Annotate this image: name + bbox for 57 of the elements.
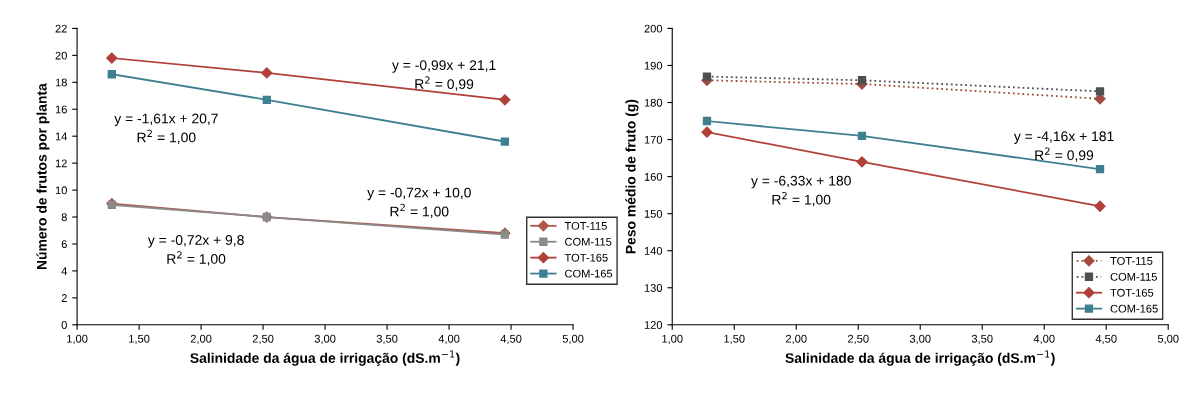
x-tick-label: 3,50 [376,334,398,344]
legend-label: COM-165 [565,269,613,278]
legend-label: TOT-115 [564,221,607,230]
y-tick-label: 200 [644,24,663,33]
x-tick-label: 2,50 [252,334,274,344]
x-tick-label: 3,00 [314,334,336,344]
x-tick-label: 2,00 [785,334,807,344]
y-tick-label: 2 [61,294,67,302]
y-tick-label: 20 [55,51,67,60]
legend-label: COM-115 [1110,272,1157,281]
annotation: y = -0,72x + 9,8 R$^{2}$ = 1,00 [147,235,244,266]
x-tick-label: 1,00 [67,334,88,344]
y-tick-label: 10 [55,186,67,195]
x-axis-title: Salinidade da água de irrigação (dS.m$^{−1}$) [785,350,1055,366]
y-tick-label: 4 [61,267,68,275]
y-tick-label: 150 [644,209,663,218]
y-tick-label: 0 [61,321,67,329]
x-tick-label: 4,00 [438,334,460,344]
y-tick-label: 14 [55,132,68,141]
x-tick-label: 4,50 [1095,334,1117,344]
x-tick-label: 1,50 [724,334,745,344]
legend-label: COM-165 [1110,304,1158,313]
y-tick-label: 22 [55,24,67,33]
annotation: y = -0,72x + 10,0 R$^{2}$ = 1,00 [367,187,471,219]
y-tick-label: 130 [644,284,663,292]
x-axis-title: Salinidade da água de irrigação (dS.m$^{−1}$) [190,350,460,366]
legend-label: TOT-165 [564,253,608,262]
y-tick-label: 12 [55,159,67,168]
x-tick-label: 1,50 [129,334,150,344]
y-tick-label: 190 [644,61,663,70]
y-axis-title: Peso médio de fruto (g) [625,99,639,254]
x-tick-label: 1,00 [662,334,683,344]
y-axis-title: Número de frutos por planta [36,83,50,270]
y-tick-label: 180 [644,98,663,107]
annotation: y = -4,16x + 181 R$^{2}$ = 0,99 [1013,131,1114,162]
y-tick-label: 6 [61,240,67,249]
y-tick-label: 160 [644,172,663,181]
x-tick-label: 3,50 [971,334,993,344]
x-tick-label: 2,50 [847,334,869,344]
x-tick-label: 4,00 [1033,334,1055,344]
x-tick-label: 5,00 [562,334,584,344]
legend-label: TOT-115 [1110,257,1153,265]
y-tick-label: 8 [61,213,67,222]
annotation: y = -1,61x + 20,7 R$^{2}$ = 1,00 [114,113,218,144]
x-tick-label: 5,00 [1157,334,1179,344]
y-tick-label: 16 [55,105,67,114]
x-tick-label: 3,00 [909,334,931,344]
legend-label: COM-115 [565,237,612,246]
x-tick-label: 4,50 [500,334,522,344]
y-tick-label: 140 [644,246,663,255]
y-tick-label: 18 [55,78,67,87]
annotation: y = -0,99x + 21,1 R$^{2}$ = 0,99 [392,60,496,91]
x-tick-label: 2,00 [190,334,212,344]
y-tick-label: 170 [644,135,663,144]
annotation: y = -6,33x + 180 R$^{2}$ = 1,00 [751,175,851,207]
y-tick-label: 120 [644,321,663,329]
legend-label: TOT-165 [1110,288,1154,297]
